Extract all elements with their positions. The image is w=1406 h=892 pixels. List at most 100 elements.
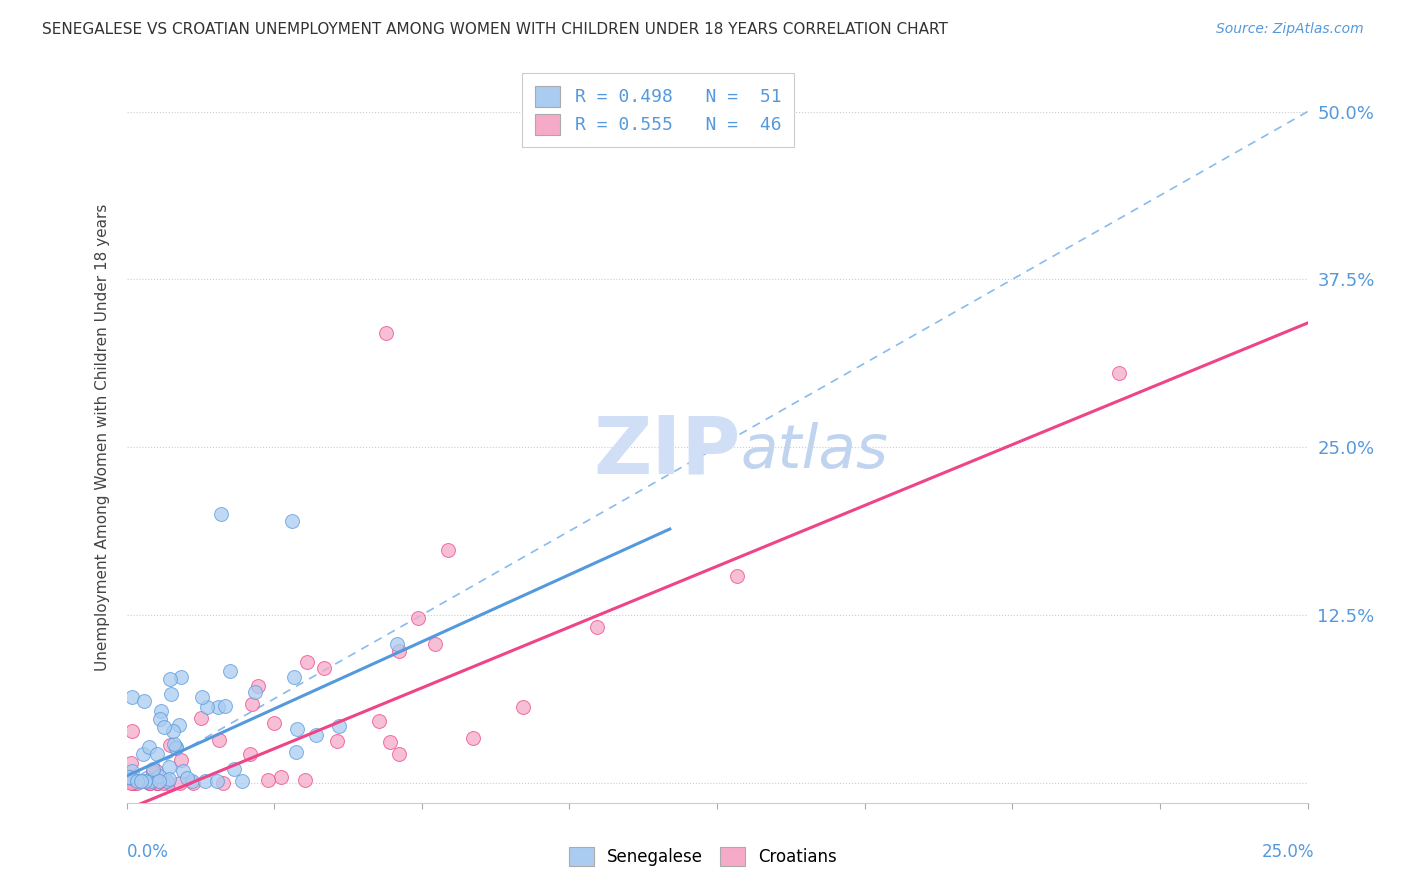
Point [157, 760, 180, 774]
Point [146, 775, 169, 789]
Point [142, 762, 165, 776]
Point [263, 715, 285, 730]
Point [148, 769, 170, 783]
Point [207, 700, 229, 714]
Point [127, 775, 149, 789]
Point [231, 774, 253, 789]
Point [222, 762, 245, 776]
Point [157, 775, 180, 789]
Point [180, 774, 202, 789]
Text: SENEGALESE VS CROATIAN UNEMPLOYMENT AMONG WOMEN WITH CHILDREN UNDER 18 YEARS COR: SENEGALESE VS CROATIAN UNEMPLOYMENT AMON… [42, 22, 948, 37]
Point [388, 747, 411, 761]
Point [172, 764, 194, 778]
Point [257, 772, 280, 787]
Point [176, 772, 198, 786]
Point [240, 698, 263, 712]
Point [170, 753, 193, 767]
Point [194, 774, 217, 789]
Point [125, 774, 148, 789]
Point [305, 728, 328, 742]
Point [585, 620, 607, 634]
Legend: Senegalese, Croatians: Senegalese, Croatians [561, 838, 845, 875]
Point [191, 690, 214, 704]
Point [129, 774, 152, 789]
Point [385, 637, 408, 651]
Point [190, 711, 212, 725]
Point [512, 700, 534, 714]
Point [121, 775, 143, 789]
Legend: R = 0.498   N =  51, R = 0.555   N =  46: R = 0.498 N = 51, R = 0.555 N = 46 [522, 73, 794, 147]
Point [138, 775, 160, 789]
Point [146, 775, 169, 789]
Text: 25.0%: 25.0% [1263, 843, 1315, 861]
Point [160, 687, 183, 701]
Point [270, 770, 292, 784]
Point [132, 694, 155, 708]
Point [238, 747, 260, 761]
Point [167, 718, 190, 732]
Point [367, 714, 389, 728]
Point [120, 771, 142, 785]
Point [212, 775, 235, 789]
Point [138, 740, 160, 755]
Point [146, 775, 169, 789]
Point [142, 765, 165, 780]
Point [156, 774, 179, 789]
Point [148, 712, 170, 726]
Point [162, 723, 184, 738]
Point [214, 698, 236, 713]
Point [725, 569, 748, 583]
Point [1108, 367, 1130, 381]
Point [138, 772, 160, 787]
Point [285, 723, 308, 737]
Point [245, 685, 267, 699]
Point [425, 637, 447, 651]
Point [170, 670, 193, 684]
Point [165, 739, 187, 754]
Point [294, 773, 316, 788]
Point [195, 699, 218, 714]
Point [378, 735, 401, 749]
Point [121, 764, 143, 778]
Point [209, 508, 232, 522]
Text: 0.0%: 0.0% [127, 843, 169, 861]
Point [281, 514, 304, 528]
Point [165, 740, 187, 755]
Text: Source: ZipAtlas.com: Source: ZipAtlas.com [1216, 22, 1364, 37]
Point [121, 723, 143, 738]
Point [312, 661, 335, 675]
Point [152, 775, 174, 789]
Point [219, 664, 242, 678]
Point [121, 690, 143, 704]
Point [285, 745, 308, 759]
Point [146, 747, 169, 761]
Point [247, 679, 270, 693]
Point [297, 656, 319, 670]
Point [120, 756, 142, 770]
Point [325, 733, 347, 747]
Point [375, 326, 398, 340]
Point [159, 672, 181, 686]
Point [134, 774, 156, 789]
Point [149, 704, 172, 718]
Text: ZIP: ZIP [593, 413, 741, 491]
Point [120, 775, 142, 789]
Point [139, 775, 162, 789]
Point [207, 733, 229, 747]
Point [148, 774, 170, 789]
Point [139, 774, 162, 789]
Point [169, 775, 191, 789]
Point [181, 775, 204, 789]
Point [283, 670, 305, 684]
Point [406, 610, 429, 624]
Point [388, 644, 411, 658]
Y-axis label: Unemployment Among Women with Children Under 18 years: Unemployment Among Women with Children U… [94, 203, 110, 671]
Point [163, 737, 186, 751]
Point [139, 775, 162, 789]
Point [145, 764, 167, 778]
Point [328, 719, 350, 733]
Point [437, 542, 460, 557]
Point [157, 772, 180, 786]
Point [461, 731, 484, 745]
Point [205, 774, 228, 789]
